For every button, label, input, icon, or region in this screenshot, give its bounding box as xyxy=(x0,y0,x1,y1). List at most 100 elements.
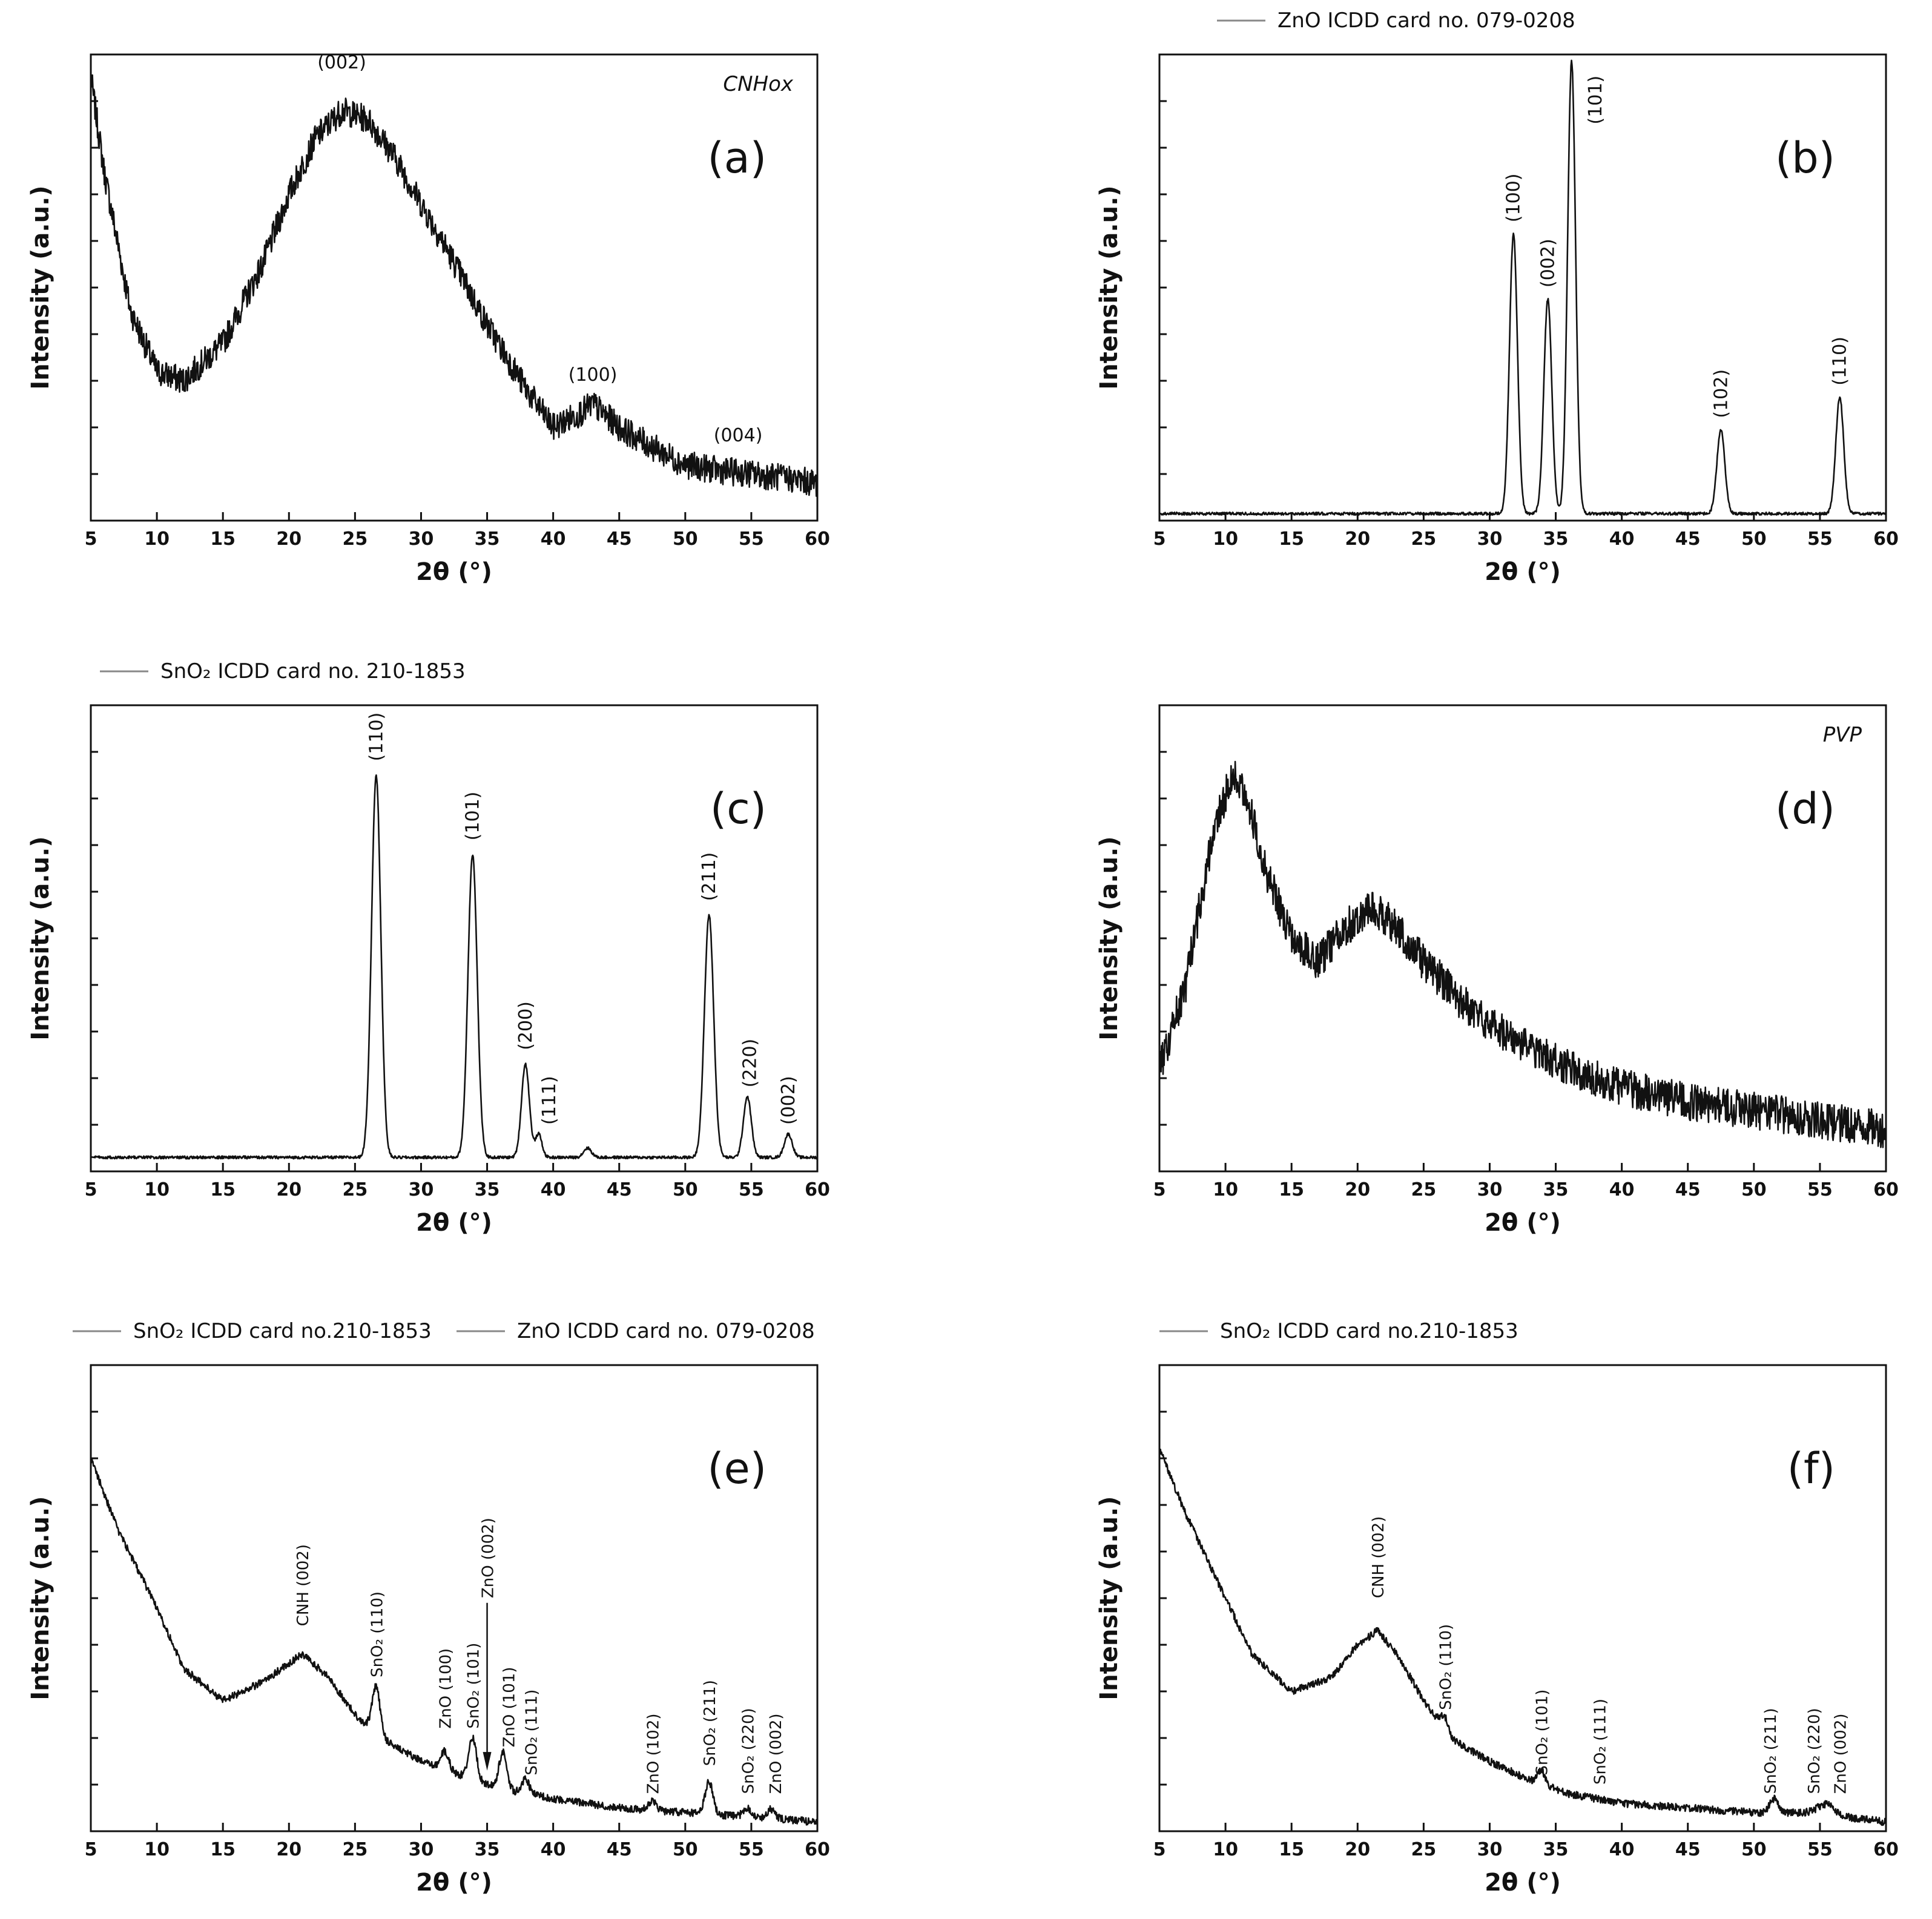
x-tick-label: 15 xyxy=(1279,528,1304,550)
peak-annotation: (004) xyxy=(714,425,763,446)
x-tick-label: 45 xyxy=(1675,528,1701,550)
x-tick-label: 55 xyxy=(739,1179,764,1200)
x-tick-label: 15 xyxy=(210,1179,236,1200)
x-tick-label: 50 xyxy=(1741,528,1767,550)
x-tick-label: 35 xyxy=(475,1179,500,1200)
panel-b: 5 10 15 20 25 30 35 40 45 50 55 60 2θ (°) Intensity (… xyxy=(1095,8,1899,586)
x-tick-label: 50 xyxy=(673,1839,698,1860)
peak-annotation: (110) xyxy=(366,713,387,762)
peak-annotation: (002) xyxy=(778,1076,799,1125)
x-tick-label: 15 xyxy=(210,528,236,550)
x-tick-label: 35 xyxy=(1543,1839,1569,1860)
arrow-head xyxy=(483,1752,492,1771)
x-tick-label: 10 xyxy=(1213,528,1238,550)
x-tick-label: 40 xyxy=(1609,1839,1635,1860)
legend-entry: SnO₂ ICDD card no.210-1853 xyxy=(1220,1319,1518,1343)
x-tick-label: 5 xyxy=(85,1839,97,1860)
peak-annotation: SnO₂ (111) xyxy=(1592,1699,1610,1785)
x-tick-label: 10 xyxy=(144,1839,170,1860)
x-tick-label: 60 xyxy=(805,1839,830,1860)
legend-entry: ZnO ICDD card no. 079-0208 xyxy=(1278,8,1575,33)
x-tick-label: 55 xyxy=(1807,1179,1833,1200)
legend-entry: ZnO ICDD card no. 079-0208 xyxy=(517,1319,815,1343)
peak-annotation: (101) xyxy=(1585,76,1606,125)
plot-frame xyxy=(90,53,819,522)
x-tick-label: 15 xyxy=(210,1839,236,1860)
panel-d: 5 10 15 20 25 30 35 40 45 50 55 60 2θ (°) Intensity (… xyxy=(1095,704,1899,1237)
panel-c: 5 10 15 20 25 30 35 40 45 50 55 60 2θ (°) Intensity (… xyxy=(27,659,830,1237)
x-tick-label: 60 xyxy=(1873,528,1899,550)
x-tick-label: 5 xyxy=(85,1179,97,1200)
x-tick-label: 55 xyxy=(1807,1839,1833,1860)
panel-label: (b) xyxy=(1775,133,1835,183)
x-tick-label: 55 xyxy=(739,1839,764,1860)
x-tick-label: 10 xyxy=(144,528,170,550)
sample-label: PVP xyxy=(1823,723,1862,747)
xrd-trace xyxy=(1159,1449,1887,1826)
peak-annotation: ZnO (100) xyxy=(437,1648,455,1729)
y-axis-label: Intensity (a.u.) xyxy=(27,836,54,1040)
peak-annotation: ZnO (102) xyxy=(644,1713,662,1794)
x-tick-label: 10 xyxy=(1213,1179,1238,1200)
x-tick-label: 25 xyxy=(1411,1179,1436,1200)
x-tick-label: 20 xyxy=(276,1179,302,1200)
x-tick-label: 50 xyxy=(1741,1179,1767,1200)
y-axis-label: Intensity (a.u.) xyxy=(27,185,54,389)
x-tick-label: 25 xyxy=(342,528,368,550)
x-tick-label: 35 xyxy=(475,528,500,550)
peak-annotation: SnO₂ (211) xyxy=(701,1680,719,1766)
x-tick-label: 30 xyxy=(409,1179,434,1200)
x-tick-label: 55 xyxy=(1807,528,1833,550)
x-tick-label: 40 xyxy=(1609,1179,1635,1200)
x-tick-label: 20 xyxy=(276,528,302,550)
x-tick-label: 30 xyxy=(1477,528,1503,550)
peak-annotation: ZnO (002) xyxy=(480,1518,498,1598)
peak-annotation: (002) xyxy=(1537,239,1558,288)
peak-annotation: SnO₂ (110) xyxy=(368,1591,386,1677)
y-axis-label: Intensity (a.u.) xyxy=(1095,836,1123,1040)
y-axis-label: Intensity (a.u.) xyxy=(27,1496,54,1700)
x-tick-label: 20 xyxy=(1345,1179,1370,1200)
panel-a: 5 10 15 20 25 30 35 40 45 50 55 60 2θ (°) Intensity (… xyxy=(27,52,830,586)
plot-frame xyxy=(1158,53,1887,522)
peak-annotation: SnO₂ (211) xyxy=(1762,1708,1780,1794)
x-axis-label: 2θ (°) xyxy=(1485,1209,1561,1237)
xrd-trace xyxy=(90,74,819,497)
x-tick-label: 55 xyxy=(739,528,764,550)
peak-annotation: SnO₂ (111) xyxy=(523,1690,541,1776)
peak-annotation: (211) xyxy=(699,852,720,901)
x-tick-label: 25 xyxy=(1411,1839,1436,1860)
x-tick-label: 35 xyxy=(1543,528,1569,550)
panel-label: (f) xyxy=(1787,1444,1835,1493)
peak-annotation: SnO₂ (101) xyxy=(1534,1690,1552,1776)
x-axis-label: 2θ (°) xyxy=(416,558,492,586)
x-tick-label: 10 xyxy=(1213,1839,1238,1860)
x-tick-label: 30 xyxy=(409,1839,434,1860)
panel-f: 5 10 15 20 25 30 35 40 45 50 55 60 2θ (°) Intensity (… xyxy=(1095,1319,1899,1897)
legend-entry: SnO₂ ICDD card no.210-1853 xyxy=(133,1319,432,1343)
peak-annotation: ZnO (101) xyxy=(500,1667,518,1747)
plot-frame xyxy=(90,704,819,1173)
peak-annotation: (100) xyxy=(569,364,618,386)
x-tick-label: 5 xyxy=(1153,1839,1166,1860)
peak-annotation: ZnO (002) xyxy=(767,1713,785,1794)
x-tick-label: 50 xyxy=(1741,1839,1767,1860)
x-tick-label: 30 xyxy=(1477,1179,1503,1200)
peak-annotation: SnO₂ (101) xyxy=(465,1643,483,1729)
x-tick-label: 45 xyxy=(607,528,632,550)
panel-label: (a) xyxy=(707,133,767,183)
peak-annotation: (101) xyxy=(463,792,484,841)
peak-annotation: (220) xyxy=(740,1039,761,1088)
x-axis-label: 2θ (°) xyxy=(1485,558,1561,586)
y-axis-label: Intensity (a.u.) xyxy=(1095,1496,1123,1700)
x-tick-label: 5 xyxy=(1153,1179,1166,1200)
legend-entry: SnO₂ ICDD card no. 210-1853 xyxy=(160,659,466,683)
x-tick-label: 35 xyxy=(1543,1179,1569,1200)
xrd-trace xyxy=(1158,760,1887,1148)
x-tick-label: 10 xyxy=(144,1179,170,1200)
peak-annotation: (102) xyxy=(1710,369,1732,418)
x-tick-label: 40 xyxy=(1609,528,1635,550)
x-tick-label: 5 xyxy=(85,528,97,550)
x-tick-label: 40 xyxy=(541,1839,566,1860)
